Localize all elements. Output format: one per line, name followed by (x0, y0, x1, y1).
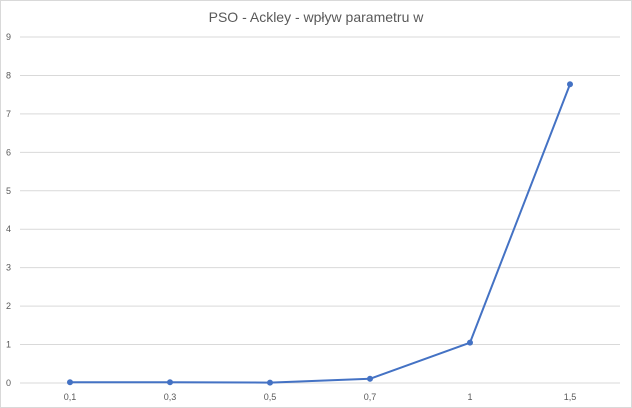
y-tick-label: 2 (6, 301, 11, 311)
y-tick-label: 4 (6, 224, 11, 234)
y-tick-label: 6 (6, 147, 11, 157)
series-line-0 (69, 83, 571, 384)
y-tick-label: 1 (6, 340, 11, 350)
x-tick-label: 0,1 (64, 392, 77, 402)
data-point (267, 379, 273, 386)
x-tick-label: 1 (467, 392, 472, 402)
gridlines (20, 36, 620, 384)
data-point (567, 81, 573, 88)
y-tick-label: 8 (6, 70, 11, 80)
y-tick-label: 9 (6, 32, 11, 42)
y-tick-label: 3 (6, 263, 11, 273)
y-tick-label: 7 (6, 109, 11, 119)
y-tick-label: 0 (6, 378, 11, 388)
data-point (467, 339, 473, 346)
x-tick-label: 1,5 (564, 392, 577, 402)
x-tick-label: 0,7 (364, 392, 377, 402)
data-point (67, 379, 73, 386)
chart-title: PSO - Ackley - wpływ parametru w (208, 9, 424, 25)
data-point (167, 379, 173, 386)
x-tick-label: 0,3 (164, 392, 177, 402)
x-tick-label: 0,5 (264, 392, 277, 402)
x-axis-ticks: 0,1 0,3 0,5 0,7 1 1,5 (64, 392, 577, 402)
series-layer (67, 81, 573, 386)
y-axis-ticks: 0 1 2 3 4 5 6 7 8 9 (6, 32, 11, 388)
data-point (367, 375, 373, 382)
y-tick-label: 5 (6, 186, 11, 196)
